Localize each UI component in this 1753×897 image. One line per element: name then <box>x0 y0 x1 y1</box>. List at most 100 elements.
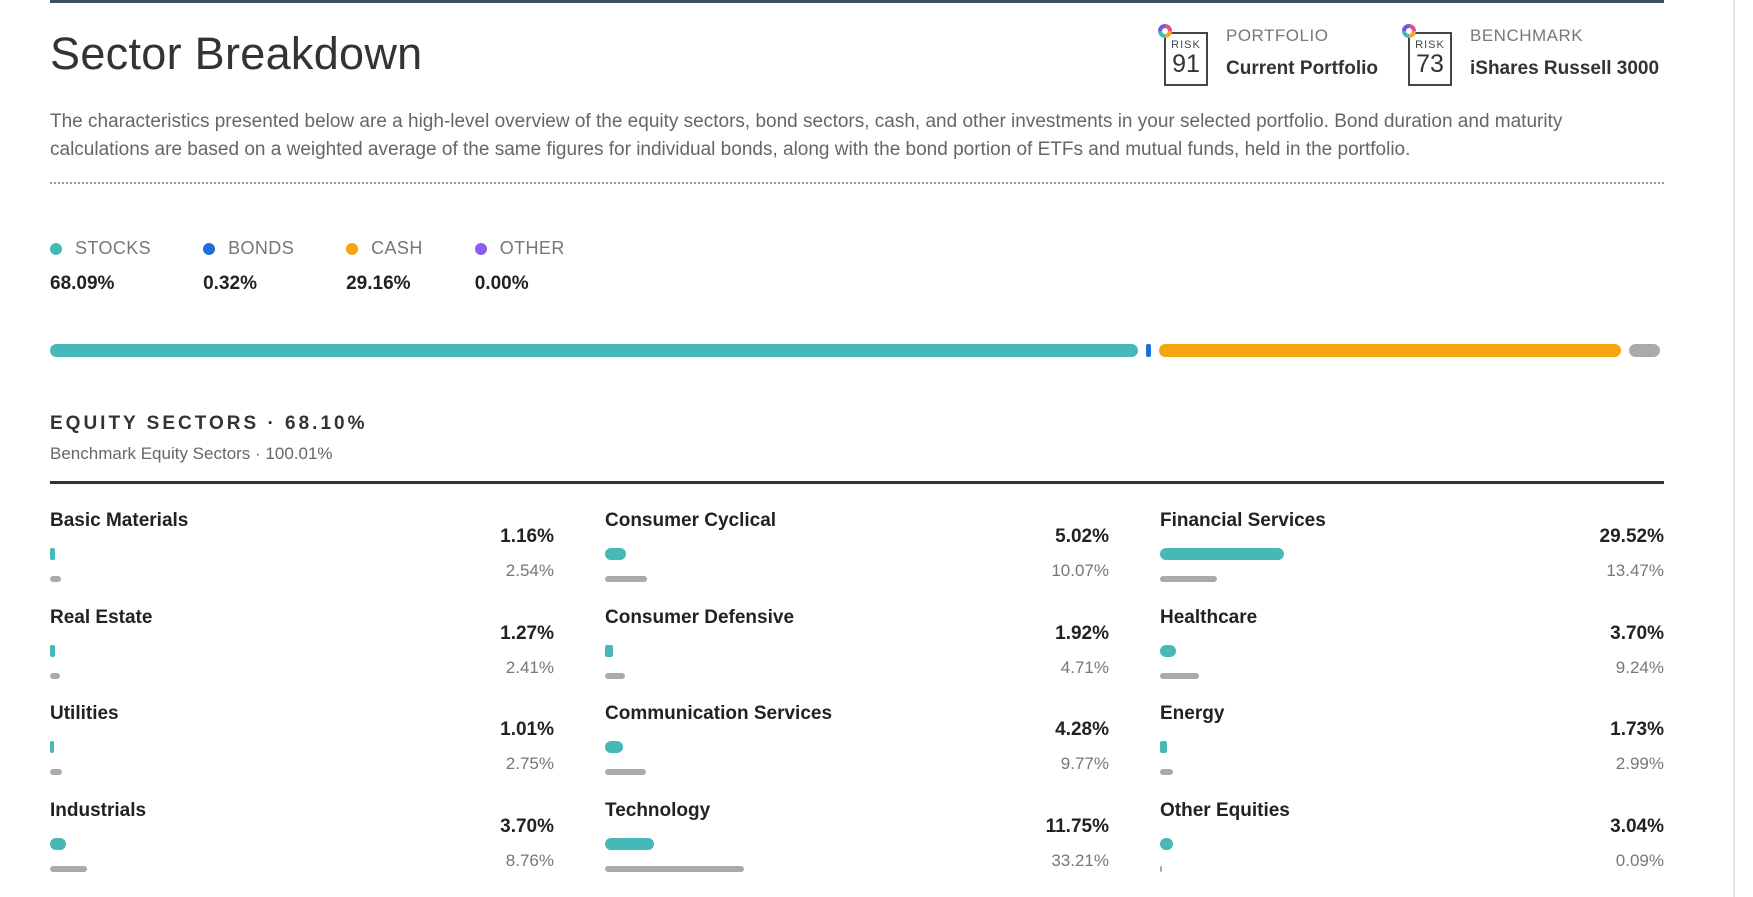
legend-value: 0.00% <box>474 273 529 294</box>
legend-item-cash: CASH 29.16% <box>346 238 423 295</box>
portfolio-name: Current Portfolio <box>1226 58 1378 79</box>
sector-portfolio-value: 1.73% <box>1610 719 1664 740</box>
portfolio-risk: RISK 91 PORTFOLIO Current Portfolio <box>1158 24 1378 86</box>
allocation-segment-bonds[interactable] <box>1146 344 1152 357</box>
legend-item-bonds: BONDS 0.32% <box>203 238 294 295</box>
risk-word: RISK <box>1171 39 1201 51</box>
portfolio-label: PORTFOLIO <box>1226 26 1329 45</box>
sector-benchmark-value: 8.76% <box>505 850 554 870</box>
allocation-legend: STOCKS 68.09% BONDS 0.32% CASH 29.16% OTHER 0.0… <box>50 238 617 295</box>
allocation-bar <box>50 344 1664 357</box>
sector-name: Healthcare <box>1160 606 1258 628</box>
sector-benchmark-bar <box>50 672 61 679</box>
legend-value: 68.09% <box>50 273 115 294</box>
sector-benchmark-value: 2.41% <box>505 657 554 677</box>
sector-benchmark-bar <box>50 769 62 775</box>
sector-name: Consumer Defensive <box>605 606 795 628</box>
sector-benchmark-bar <box>1160 769 1173 775</box>
sector-benchmark-value: 2.99% <box>1615 754 1664 773</box>
sector-benchmark-value: 10.07% <box>1051 561 1109 580</box>
sector-portfolio-value: 1.92% <box>1055 622 1109 644</box>
sector-row: Utilities 1.01% 2.75% <box>50 703 554 800</box>
risk-score-icon <box>1402 24 1416 38</box>
sector-portfolio-value: 1.01% <box>500 719 554 740</box>
sector-portfolio-value: 29.52% <box>1599 526 1664 547</box>
portfolio-risk-score: 91 <box>1172 50 1200 78</box>
legend-dot <box>474 242 487 255</box>
sector-row: Real Estate 1.27% 2.41% <box>50 607 554 704</box>
legend-label: STOCKS <box>75 238 152 258</box>
sector-column-3: Financial Services 29.52% 13.47% Healthcare… <box>1160 510 1664 896</box>
sector-benchmark-value: 4.71% <box>1060 657 1109 677</box>
legend-label: CASH <box>371 238 423 258</box>
sector-benchmark-value: 9.77% <box>1060 754 1109 773</box>
sector-portfolio-value: 3.70% <box>500 815 554 837</box>
page-title: Sector Breakdown <box>50 28 423 79</box>
sector-portfolio-bar <box>1160 644 1176 657</box>
legend-label: OTHER <box>499 238 565 258</box>
sector-portfolio-value: 11.75% <box>1045 815 1109 837</box>
allocation-segment-stocks[interactable] <box>50 344 1139 357</box>
sector-portfolio-bar <box>1160 741 1168 753</box>
sector-column-2: Consumer Cyclical 5.02% 10.07% Consumer Def… <box>605 510 1109 896</box>
sector-portfolio-value: 1.16% <box>500 526 554 547</box>
sector-portfolio-bar <box>605 741 623 753</box>
sector-benchmark-value: 13.47% <box>1606 561 1664 580</box>
sector-row: Financial Services 29.52% 13.47% <box>1160 510 1664 607</box>
sector-row: Healthcare 3.70% 9.24% <box>1160 607 1664 704</box>
scrollbar-track[interactable] <box>1733 0 1735 897</box>
sector-name: Utilities <box>50 703 119 724</box>
sector-benchmark-value: 9.24% <box>1615 657 1664 677</box>
sector-name: Energy <box>1160 703 1225 724</box>
sector-row: Basic Materials 1.16% 2.54% <box>50 510 554 607</box>
risk-score-icon <box>1158 24 1172 38</box>
sector-benchmark-value: 2.75% <box>505 754 554 773</box>
sector-portfolio-bar <box>50 644 56 657</box>
benchmark-equity-sectors: Benchmark Equity Sectors · 100.01% <box>50 444 333 463</box>
sector-name: Communication Services <box>605 703 833 724</box>
sector-portfolio-bar <box>605 644 614 657</box>
sector-portfolio-bar <box>1160 548 1284 560</box>
sector-row: Other Equities 3.04% 0.09% <box>1160 800 1664 897</box>
sector-benchmark-bar <box>50 576 61 582</box>
sector-portfolio-value: 1.27% <box>500 622 554 644</box>
sector-benchmark-bar <box>1160 576 1217 582</box>
sector-name: Basic Materials <box>50 510 189 531</box>
sector-portfolio-bar <box>1160 837 1173 850</box>
legend-dot <box>50 242 62 255</box>
legend-item-other: OTHER 0.00% <box>474 238 565 295</box>
sector-portfolio-bar <box>50 548 55 560</box>
sector-column-1: Basic Materials 1.16% 2.54% Real Estate 1.27… <box>50 510 554 896</box>
sector-portfolio-bar <box>50 741 55 753</box>
allocation-segment-unclassified[interactable] <box>1628 344 1660 357</box>
top-rule <box>50 0 1664 3</box>
sector-benchmark-value: 0.09% <box>1615 850 1664 870</box>
sector-benchmark-bar <box>605 865 745 872</box>
section-divider <box>50 481 1664 484</box>
sector-row: Technology 11.75% 33.21% <box>605 800 1109 897</box>
sector-benchmark-value: 33.21% <box>1051 850 1109 870</box>
sector-benchmark-bar <box>605 672 625 679</box>
benchmark-risk-badge[interactable]: RISK 73 <box>1402 24 1452 86</box>
sector-name: Real Estate <box>50 606 153 628</box>
portfolio-risk-badge[interactable]: RISK 91 <box>1158 24 1208 86</box>
sector-benchmark-bar <box>50 865 87 872</box>
benchmark-risk-score: 73 <box>1416 50 1444 78</box>
sector-benchmark-bar <box>1160 672 1199 679</box>
sector-portfolio-value: 4.28% <box>1055 719 1109 740</box>
sector-benchmark-value: 2.54% <box>505 561 554 580</box>
sector-row: Communication Services 4.28% 9.77% <box>605 703 1109 800</box>
sector-breakdown-panel: Sector Breakdown RISK 91 PORTFOLIO Curre… <box>50 0 1664 897</box>
legend-dot <box>203 242 216 255</box>
sector-row: Industrials 3.70% 8.76% <box>50 800 554 897</box>
benchmark-name: iShares Russell 3000 <box>1470 58 1660 79</box>
sector-portfolio-bar <box>605 837 655 850</box>
legend-dot <box>346 242 359 255</box>
sector-benchmark-bar <box>605 576 648 582</box>
legend-value: 0.32% <box>203 273 257 294</box>
sector-name: Financial Services <box>1160 510 1326 531</box>
legend-label: BONDS <box>228 238 295 258</box>
sector-portfolio-bar <box>605 548 627 560</box>
sector-benchmark-bar <box>605 769 647 775</box>
allocation-segment-cash[interactable] <box>1159 344 1621 357</box>
